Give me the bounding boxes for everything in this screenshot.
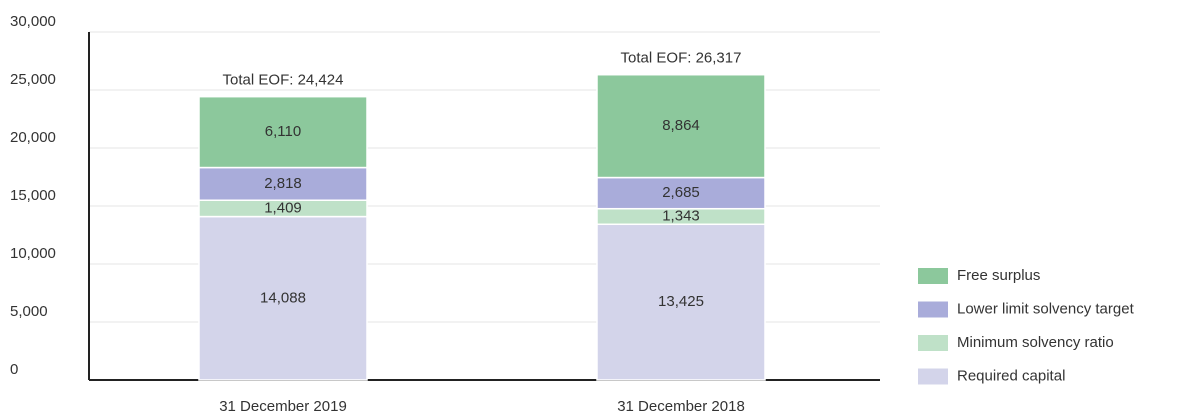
bar-segment <box>198 95 368 169</box>
legend-label: Minimum solvency ratio <box>957 334 1114 351</box>
y-tick-label: 10,000 <box>10 245 56 262</box>
value-label: 13,425 <box>658 293 704 310</box>
y-tick-label: 25,000 <box>10 71 56 88</box>
bar-segment <box>596 223 766 381</box>
y-tick-label: 15,000 <box>10 187 56 204</box>
total-annotation: Total EOF: 24,424 <box>223 72 344 89</box>
value-label: 2,818 <box>264 175 302 192</box>
value-label: 14,088 <box>260 289 306 306</box>
x-tick-label: 31 December 2018 <box>617 398 745 415</box>
bar-segment <box>198 166 368 201</box>
y-tick-label: 30,000 <box>10 13 56 30</box>
value-label: 2,685 <box>662 184 700 201</box>
value-label: 6,110 <box>265 123 301 140</box>
bar-segment <box>198 215 368 381</box>
legend-label: Required capital <box>957 367 1065 384</box>
x-tick-label: 31 December 2019 <box>219 398 347 415</box>
bar-segment <box>596 176 766 210</box>
legend-swatch <box>918 301 948 318</box>
y-tick-label: 5,000 <box>10 303 48 320</box>
value-label: 1,343 <box>662 207 700 224</box>
value-label: 1,409 <box>264 199 302 216</box>
value-label: 8,864 <box>662 117 700 134</box>
y-tick-label: 0 <box>10 361 18 378</box>
legend-swatch <box>918 268 948 284</box>
legend-label: Lower limit solvency target <box>957 300 1135 317</box>
legend-swatch <box>918 368 948 385</box>
legend-swatch <box>918 335 948 351</box>
bar-segment <box>596 73 766 179</box>
total-annotation: Total EOF: 26,317 <box>621 50 742 67</box>
y-tick-label: 20,000 <box>10 129 56 146</box>
legend-label: Free surplus <box>957 267 1040 284</box>
